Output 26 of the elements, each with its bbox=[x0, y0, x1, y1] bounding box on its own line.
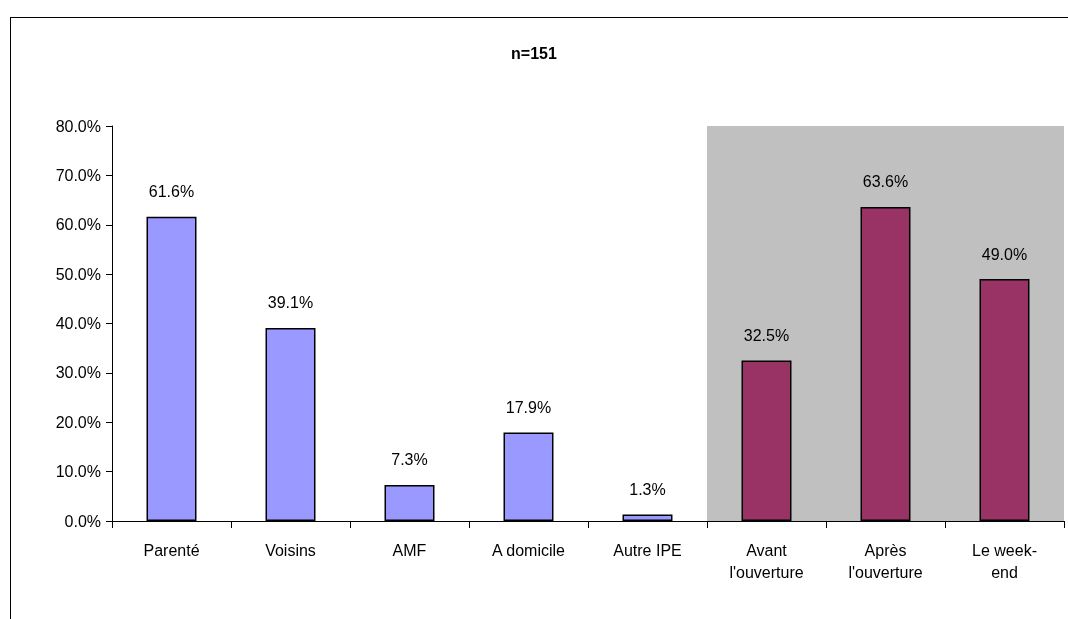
y-tick-label: 80.0% bbox=[55, 117, 101, 135]
chart-title: n=151 bbox=[511, 44, 558, 62]
data-label: 32.5% bbox=[743, 327, 790, 345]
y-tick-label: 0.0% bbox=[64, 512, 101, 530]
x-tick-label: Avant l'ouverture bbox=[729, 541, 804, 581]
data-label: 17.9% bbox=[505, 399, 552, 417]
x-tick-label: A domicile bbox=[492, 541, 566, 559]
data-label: 49.0% bbox=[981, 245, 1028, 263]
y-tick-label: 10.0% bbox=[55, 463, 101, 481]
x-tick-label: AMF bbox=[392, 541, 427, 559]
x-tick-label: Voisins bbox=[265, 541, 316, 559]
y-tick-label: 30.0% bbox=[55, 364, 101, 382]
y-tick-label: 70.0% bbox=[55, 166, 101, 184]
data-label: 61.6% bbox=[148, 183, 195, 201]
x-tick-label: Après l'ouverture bbox=[848, 541, 923, 581]
y-tick-label: 50.0% bbox=[55, 265, 101, 283]
data-label: 63.6% bbox=[862, 173, 909, 191]
x-tick-label: Autre IPE bbox=[613, 541, 682, 559]
data-label: 7.3% bbox=[391, 451, 428, 469]
y-tick-label: 20.0% bbox=[55, 413, 101, 431]
data-label: 1.3% bbox=[629, 481, 666, 499]
data-label: 39.1% bbox=[267, 294, 314, 312]
x-tick-label: Le week- end bbox=[972, 541, 1037, 581]
y-tick-label: 40.0% bbox=[55, 315, 101, 332]
y-tick-label: 60.0% bbox=[55, 216, 101, 234]
x-tick-label: Parenté bbox=[143, 541, 200, 559]
